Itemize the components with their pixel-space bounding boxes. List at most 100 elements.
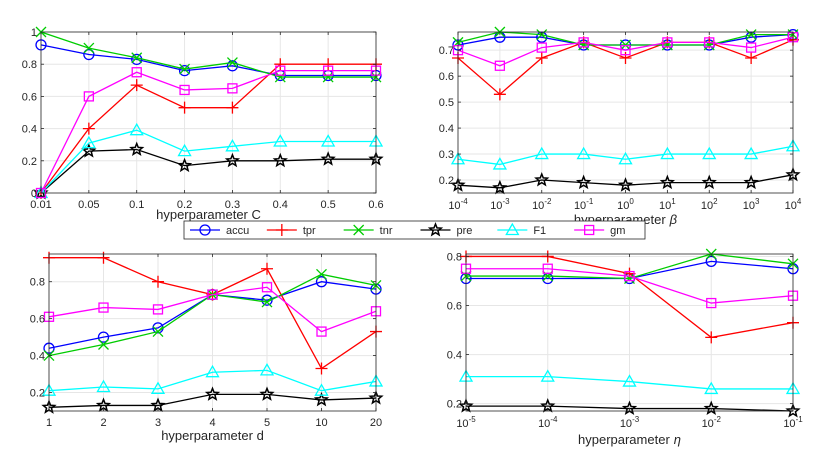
data-point-F1	[129, 122, 144, 136]
x-tick-label-base: 10	[574, 200, 586, 212]
legend-entry-F1: F1	[497, 222, 546, 237]
data-point-pre	[575, 174, 592, 190]
x-tick-label-exponent: 3	[755, 197, 760, 206]
y-axis: 0.2 0.4 0.6 0.8	[30, 277, 376, 400]
x-tick-label-exponent: -5	[469, 415, 477, 424]
data-point-accu	[315, 276, 328, 288]
data-point-tnr	[83, 42, 95, 54]
data-point-pre	[176, 157, 193, 173]
y-tick-label: 0.2	[30, 388, 45, 400]
x-tick-label: 10-4	[448, 197, 468, 212]
series-line-pre	[48, 393, 377, 408]
legend-entry-tpr: tpr	[266, 224, 316, 237]
series-gm	[452, 32, 799, 71]
data-point-tpr	[178, 101, 191, 114]
x-tick-label: 20	[370, 417, 382, 429]
x-axis: 1 2 3 4 5 10 20	[46, 254, 382, 429]
x-axis-label-symbol: β	[669, 212, 678, 227]
data-point-F1	[492, 157, 507, 170]
x-tick-label: 2	[100, 417, 106, 429]
x-tick-label-base: 10	[532, 200, 544, 212]
data-point-pre	[204, 386, 221, 401]
x-axis-label: hyperparameter C	[156, 207, 261, 222]
x-axis-label-symbol: η	[674, 432, 681, 447]
data-point-tpr	[322, 58, 335, 71]
data-point-F1	[81, 135, 96, 149]
y-tick-label: 0.4	[30, 351, 45, 363]
data-point-gm	[316, 326, 327, 337]
y-tick-label: 0.8	[30, 277, 45, 289]
y-tick-label: 0	[31, 188, 37, 200]
data-point-F1	[177, 143, 192, 157]
x-tick-label: 5	[264, 417, 270, 429]
x-tick-label: 104	[785, 197, 802, 212]
x-axis-label: hyperparameter d	[161, 428, 264, 443]
x-tick-label: 0.05	[78, 199, 99, 211]
legend-marker-pre	[427, 221, 444, 237]
series-line-F1	[48, 369, 377, 392]
data-point-F1	[704, 381, 719, 395]
x-tick-label: 101	[659, 197, 676, 212]
data-point-tpr	[261, 262, 273, 275]
data-point-tnr	[661, 39, 673, 51]
x-tick-label: 0.3	[225, 199, 240, 211]
legend-marker-tnr	[353, 224, 365, 236]
data-point-pre	[743, 174, 759, 190]
data-point-pre	[313, 391, 330, 407]
data-point-tnr	[152, 326, 164, 338]
data-point-F1	[540, 369, 555, 382]
data-point-gm	[745, 42, 757, 53]
x-axis-label: hyperparameter η	[578, 432, 681, 447]
x-tick-label-exponent: -4	[550, 415, 558, 424]
series-line-tpr	[40, 63, 376, 194]
data-point-gm	[662, 37, 673, 48]
data-point-gm	[536, 42, 547, 53]
y-tick-label: 0.6	[447, 301, 462, 313]
x-tick-label-exponent: 2	[713, 197, 718, 206]
data-point-tnr	[703, 39, 715, 51]
x-tick-label: 10-3	[490, 197, 510, 212]
data-point-gm	[620, 45, 631, 56]
x-tick-label-base: 10	[456, 418, 468, 430]
x-tick-label: 3	[155, 417, 161, 429]
data-point-F1	[702, 146, 717, 160]
data-point-gm	[152, 304, 164, 315]
data-point-tnr	[179, 63, 191, 75]
x-tick-label: 102	[701, 197, 718, 212]
data-point-gm	[207, 289, 218, 300]
data-point-accu	[226, 60, 239, 72]
x-tick-label-exponent: -1	[796, 415, 804, 424]
x-tick-label-base: 10	[701, 200, 713, 212]
data-point-F1	[660, 146, 675, 160]
y-tick-label: 0.2	[22, 156, 37, 168]
legend-label: pre	[457, 225, 473, 237]
data-point-tnr	[316, 268, 327, 280]
axes-box	[40, 31, 377, 194]
data-point-tpr	[745, 51, 758, 64]
data-point-tnr	[274, 71, 286, 83]
data-point-pre	[272, 152, 288, 168]
data-point-tnr	[131, 52, 143, 64]
data-point-tnr	[98, 339, 109, 350]
series-line-gm	[40, 69, 376, 194]
data-point-F1	[314, 383, 329, 396]
legend: accu tpr tnr pre F1 gm	[183, 220, 646, 240]
x-tick-label-base: 10	[490, 200, 502, 212]
subplot-3: 0.2 0.4 0.6 0.8 1 2 3 4 5 10 20 hyperparameter d	[30, 251, 384, 443]
data-point-tnr	[261, 296, 273, 308]
y-axis: 0.2 0.3 0.4 0.5 0.6 0.7	[439, 45, 793, 187]
x-tick-label: 10-1	[783, 415, 803, 430]
y-tick-label: 0.8	[22, 59, 37, 71]
x-tick-label-base: 10	[743, 200, 755, 212]
data-point-F1	[150, 381, 166, 394]
x-tick-label-exponent: -4	[461, 197, 469, 206]
data-point-pre	[129, 141, 145, 157]
legend-label: tpr	[303, 225, 316, 237]
data-point-gm	[261, 282, 273, 293]
x-tick-label-base: 10	[538, 418, 550, 430]
data-point-gm	[704, 37, 715, 48]
series-pre	[450, 166, 801, 195]
y-tick-label: 0.4	[447, 350, 462, 362]
data-point-tnr	[620, 39, 631, 51]
y-tick-label: 0.5	[439, 97, 454, 109]
